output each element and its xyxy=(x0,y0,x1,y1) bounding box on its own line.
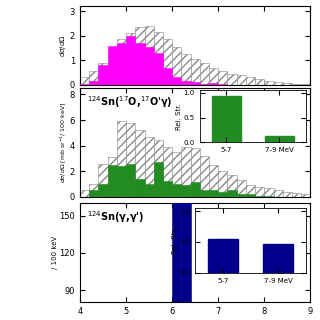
Bar xyxy=(172,47,181,85)
Bar xyxy=(126,33,135,85)
Bar xyxy=(80,84,89,85)
Bar xyxy=(181,147,191,197)
Bar xyxy=(145,47,154,85)
Y-axis label: $d\sigma/d\Omega$: $d\sigma/d\Omega$ xyxy=(58,34,68,57)
Y-axis label: $d\sigma/d\Omega$ [mb sr$^{-1}$/ 100 keV]: $d\sigma/d\Omega$ [mb sr$^{-1}$/ 100 keV… xyxy=(59,102,68,183)
Bar xyxy=(117,43,126,85)
Bar xyxy=(89,71,99,85)
Bar xyxy=(292,84,301,85)
Bar xyxy=(135,43,145,85)
Bar xyxy=(89,81,99,85)
Bar xyxy=(237,194,246,197)
Bar xyxy=(126,164,135,197)
Bar xyxy=(126,36,135,85)
Bar xyxy=(218,84,228,85)
Bar xyxy=(200,190,209,197)
Bar xyxy=(135,130,145,197)
Bar xyxy=(135,179,145,197)
Bar xyxy=(99,164,108,197)
Bar xyxy=(274,190,283,197)
Bar xyxy=(218,171,228,197)
Bar xyxy=(145,184,154,197)
Bar xyxy=(191,148,200,197)
Bar xyxy=(191,59,200,85)
Bar xyxy=(172,184,181,197)
Bar xyxy=(246,77,255,85)
Bar xyxy=(80,190,89,197)
Bar xyxy=(301,195,310,197)
Bar xyxy=(181,54,191,85)
Bar xyxy=(301,84,310,85)
Bar xyxy=(218,192,228,197)
Bar xyxy=(99,184,108,197)
Bar xyxy=(154,53,163,85)
Bar xyxy=(200,84,209,85)
Bar xyxy=(209,83,218,85)
Bar xyxy=(246,194,255,197)
Bar xyxy=(108,157,117,197)
Bar xyxy=(218,71,228,85)
Bar xyxy=(135,27,145,85)
Text: $^{124}$Sn(γ,γ'): $^{124}$Sn(γ,γ') xyxy=(87,209,144,225)
Bar xyxy=(154,32,163,85)
Bar xyxy=(163,181,172,197)
Bar xyxy=(99,65,108,85)
Bar xyxy=(108,48,117,85)
Bar xyxy=(200,63,209,85)
Bar xyxy=(200,156,209,197)
Bar xyxy=(283,83,292,85)
Bar xyxy=(283,192,292,197)
Bar xyxy=(108,46,117,85)
Bar xyxy=(191,182,200,197)
Y-axis label: / 100 keV: / 100 keV xyxy=(52,236,58,269)
Bar xyxy=(117,121,126,197)
Bar xyxy=(117,39,126,85)
Bar xyxy=(264,81,274,85)
Bar xyxy=(126,123,135,197)
Bar xyxy=(237,180,246,197)
Bar xyxy=(172,77,181,85)
Bar xyxy=(108,165,117,197)
Text: $^{124}$Sn($^{17}$O,$^{17}$O'γ): $^{124}$Sn($^{17}$O,$^{17}$O'γ) xyxy=(87,94,172,110)
Bar xyxy=(163,39,172,85)
Bar xyxy=(255,79,264,85)
Bar xyxy=(181,185,191,302)
Bar xyxy=(145,137,154,197)
Bar xyxy=(154,162,163,197)
Bar xyxy=(274,82,283,85)
Bar xyxy=(255,187,264,197)
Bar xyxy=(228,175,237,197)
Bar xyxy=(163,147,172,197)
Bar xyxy=(228,74,237,85)
Bar xyxy=(154,140,163,197)
Bar xyxy=(145,26,154,85)
Bar xyxy=(237,76,246,85)
Bar xyxy=(172,141,181,302)
Bar xyxy=(292,193,301,197)
Bar xyxy=(191,82,200,85)
Bar xyxy=(181,185,191,197)
Bar xyxy=(117,166,126,197)
Bar xyxy=(89,190,99,197)
Bar xyxy=(172,152,181,197)
Bar xyxy=(163,68,172,85)
Bar xyxy=(264,188,274,197)
Bar xyxy=(228,190,237,197)
Bar xyxy=(246,185,255,197)
Bar xyxy=(181,81,191,85)
Bar xyxy=(99,63,108,85)
Bar xyxy=(209,68,218,85)
Bar xyxy=(255,196,264,197)
Bar xyxy=(209,190,218,197)
Bar xyxy=(80,77,89,85)
Bar xyxy=(209,165,218,197)
Bar xyxy=(89,184,99,197)
Bar xyxy=(264,196,274,197)
